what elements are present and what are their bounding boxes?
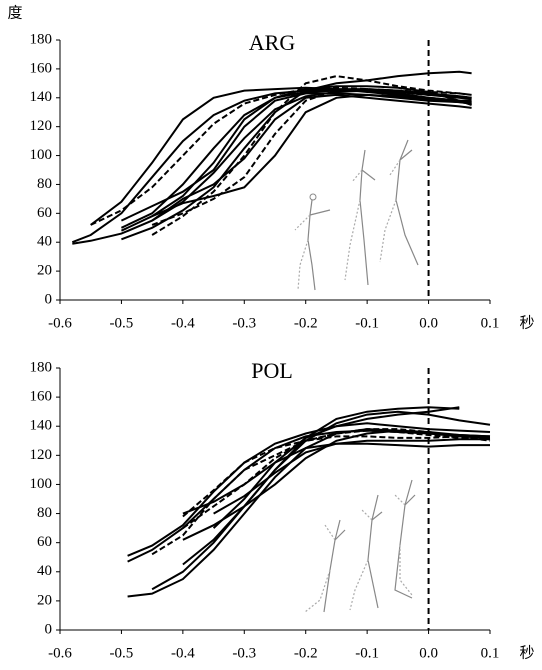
series-line — [151, 406, 460, 591]
series-line — [212, 422, 491, 529]
series-line — [182, 429, 491, 541]
x-tick-label: -0.4 — [171, 315, 195, 331]
series-line — [127, 406, 460, 557]
chart-title: POL — [251, 358, 293, 383]
series-line — [182, 435, 490, 529]
x-tick-label: -0.1 — [355, 645, 379, 661]
chart-title: ARG — [249, 30, 296, 55]
x-tick-label: -0.2 — [294, 645, 318, 661]
x-tick-label: -0.5 — [110, 315, 134, 331]
x-tick-label: -0.3 — [232, 645, 256, 661]
y-tick-label: 0 — [45, 621, 53, 637]
x-tick-label: 0.1 — [481, 315, 500, 331]
y-tick-label: 180 — [30, 31, 53, 47]
y-tick-label: 20 — [37, 263, 52, 279]
y-tick-label: 160 — [30, 60, 53, 76]
stick-figures — [294, 139, 419, 613]
series-line — [120, 89, 472, 229]
series-line — [213, 442, 490, 515]
series-line — [72, 89, 472, 245]
x-tick-label: 0.0 — [419, 645, 438, 661]
x-axis-label: 秒 — [519, 314, 534, 331]
y-tick-label: 60 — [37, 534, 52, 550]
series-line — [151, 88, 472, 226]
x-tick-label: 0.1 — [481, 645, 500, 661]
y-tick-label: 80 — [37, 505, 52, 521]
y-axis-label: 度 — [7, 4, 22, 21]
y-tick-label: 0 — [45, 291, 53, 307]
y-tick-label: 120 — [30, 447, 53, 463]
series-line — [127, 429, 491, 563]
x-tick-label: -0.6 — [48, 315, 72, 331]
y-tick-label: 160 — [30, 389, 53, 405]
x-axis-label: 秒 — [519, 644, 534, 661]
series-line — [151, 93, 472, 218]
y-tick-label: 140 — [30, 89, 53, 105]
x-tick-label: -0.3 — [232, 315, 256, 331]
x-tick-label: -0.6 — [48, 645, 72, 661]
y-tick-label: 180 — [30, 359, 53, 375]
y-tick-label: 100 — [30, 476, 53, 492]
y-tick-label: 100 — [30, 147, 53, 163]
x-tick-label: -0.2 — [294, 315, 318, 331]
y-tick-label: 40 — [37, 234, 52, 250]
x-tick-label: -0.1 — [355, 315, 379, 331]
series-line — [120, 85, 472, 232]
y-tick-label: 120 — [30, 118, 53, 134]
series-line — [120, 92, 472, 222]
y-tick-label: 80 — [37, 176, 52, 192]
y-tick-label: 20 — [37, 592, 52, 608]
x-tick-label: -0.4 — [171, 645, 195, 661]
y-tick-label: 60 — [37, 205, 52, 221]
x-tick-label: -0.5 — [110, 645, 134, 661]
series-line — [182, 428, 491, 518]
series-line — [151, 75, 472, 236]
y-tick-label: 40 — [37, 563, 52, 579]
series-line — [121, 70, 472, 241]
y-tick-label: 140 — [30, 418, 53, 434]
x-tick-label: 0.0 — [419, 315, 438, 331]
